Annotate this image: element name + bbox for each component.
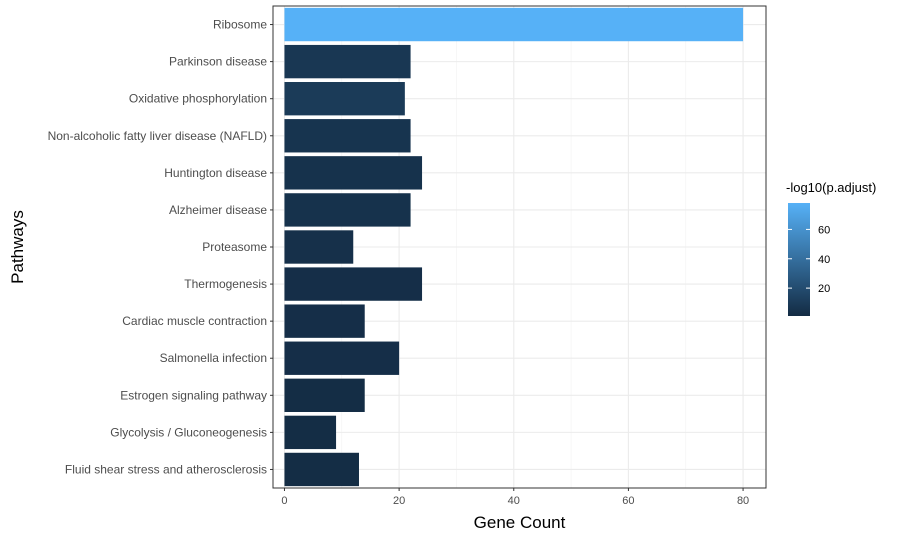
y-tick-label: Cardiac muscle contraction xyxy=(122,314,267,328)
bar xyxy=(284,415,337,450)
y-tick-label: Parkinson disease xyxy=(169,55,267,69)
y-tick-label: Oxidative phosphorylation xyxy=(129,92,267,106)
bar xyxy=(284,193,411,227)
y-tick-label: Huntington disease xyxy=(164,166,267,180)
bars xyxy=(284,7,744,487)
y-tick-label: Salmonella infection xyxy=(160,351,267,365)
x-tick-label: 80 xyxy=(737,495,749,507)
legend-colorbar xyxy=(788,203,810,316)
legend-tick-label: 40 xyxy=(818,254,830,266)
bar xyxy=(284,119,411,153)
bar xyxy=(284,7,744,42)
legend: -log10(p.adjust) 20 40 60 xyxy=(786,180,876,316)
y-tick-label: Estrogen signaling pathway xyxy=(120,388,267,402)
y-tick-label: Ribosome xyxy=(213,18,267,32)
bar xyxy=(284,267,423,301)
legend-tick-label: 20 xyxy=(818,283,830,295)
y-axis-ticks: Ribosome Parkinson disease Oxidative phosp… xyxy=(48,18,273,476)
x-tick-label: 20 xyxy=(393,495,405,507)
x-axis-title: Gene Count xyxy=(474,513,566,532)
legend-ticks: 20 40 60 xyxy=(788,224,830,295)
x-axis-ticks: 0 20 40 60 80 xyxy=(281,488,749,507)
x-tick-label: 60 xyxy=(622,495,634,507)
legend-title: -log10(p.adjust) xyxy=(786,180,876,195)
bar xyxy=(284,82,405,116)
bar xyxy=(284,44,411,79)
x-tick-label: 40 xyxy=(508,495,520,507)
y-tick-label: Fluid shear stress and atherosclerosis xyxy=(65,462,267,476)
y-tick-label: Glycolysis / Gluconeogenesis xyxy=(110,425,267,439)
bar xyxy=(284,452,359,487)
bar xyxy=(284,230,354,264)
bar xyxy=(284,378,365,412)
y-tick-label: Proteasome xyxy=(202,240,267,254)
bar xyxy=(284,341,400,375)
x-tick-label: 0 xyxy=(281,495,287,507)
y-tick-label: Thermogenesis xyxy=(184,277,267,291)
bar xyxy=(284,304,365,338)
y-axis-title: Pathways xyxy=(8,210,27,284)
y-tick-label: Non-alcoholic fatty liver disease (NAFLD… xyxy=(48,129,267,143)
bar xyxy=(284,156,423,190)
y-tick-label: Alzheimer disease xyxy=(169,203,267,217)
legend-tick-label: 60 xyxy=(818,224,830,236)
